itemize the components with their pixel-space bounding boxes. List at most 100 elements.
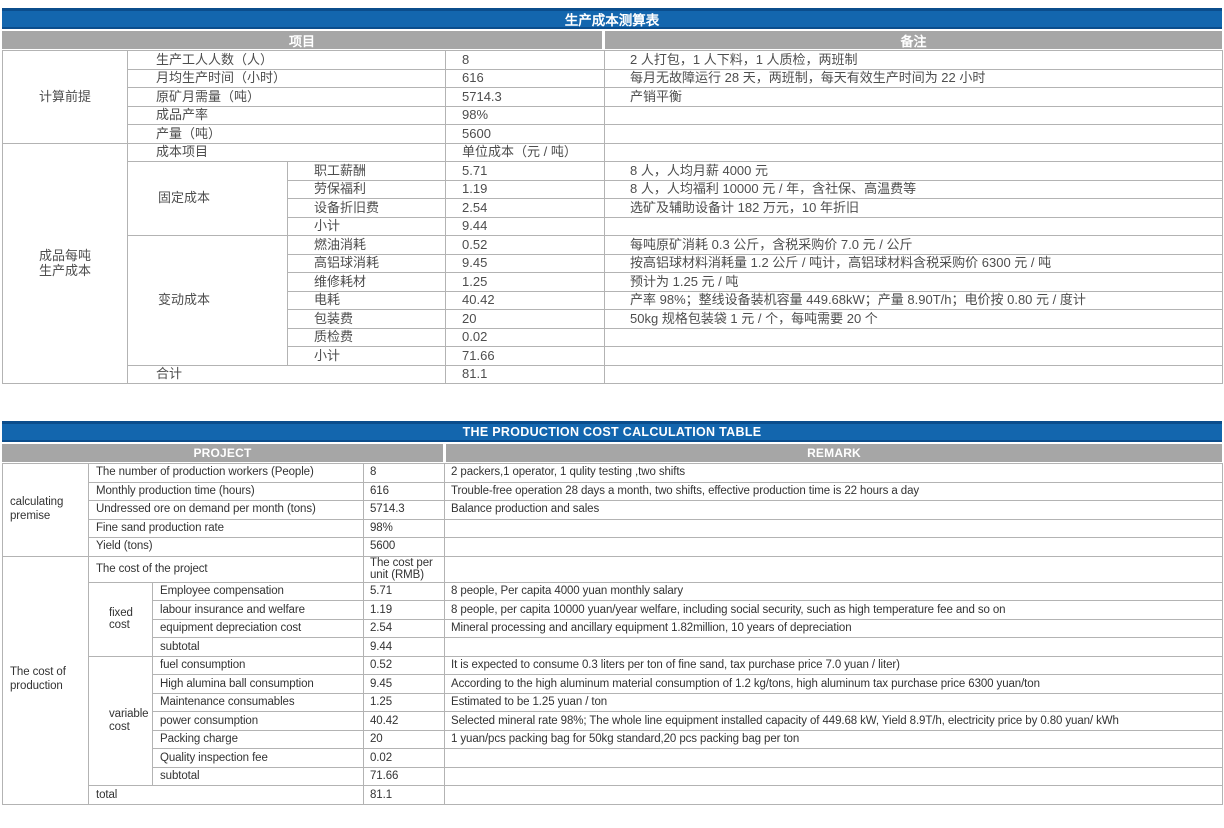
remark-cell xyxy=(604,364,1224,384)
value-cell: 5.71 xyxy=(363,581,446,602)
value-cell: 5.71 xyxy=(445,161,606,181)
item-cell: Monthly production time (hours) xyxy=(87,481,365,501)
value-cell: 1.25 xyxy=(445,272,606,292)
table-row: High alumina ball consumption 9.45 Accor… xyxy=(3,674,1224,694)
value-cell: 20 xyxy=(445,309,606,329)
item-cell: 燃油消耗 xyxy=(286,235,447,255)
table-row: 质检费 0.02 xyxy=(3,327,1224,347)
table-row: subtotal 9.44 xyxy=(3,637,1224,657)
remark-cell: 2 人打包，1 人下料，1 人质检，两班制 xyxy=(604,50,1224,70)
remark-cell xyxy=(444,785,1224,805)
table-row: 设备折旧费 2.54 选矿及辅助设备计 182 万元，10 年折旧 xyxy=(3,198,1224,218)
table-row: calculating premise The number of produc… xyxy=(2,463,1224,557)
item-cell: power consumption xyxy=(151,711,365,731)
value-cell: 1.25 xyxy=(363,692,446,713)
remark-cell xyxy=(604,346,1224,366)
remark-cell: 每吨原矿消耗 0.3 公斤，含税采购价 7.0 元 / 公斤 xyxy=(604,235,1224,255)
remark-cell xyxy=(604,124,1224,144)
item-cell: 包装费 xyxy=(286,309,447,329)
item-cell: subtotal xyxy=(151,637,365,657)
value-cell: The cost per unit (RMB) xyxy=(363,555,446,583)
item-cell: 小计 xyxy=(286,216,447,236)
table-row: Undressed ore on demand per month (tons)… xyxy=(3,500,1224,520)
value-cell: 2.54 xyxy=(445,198,606,218)
item-cell: 产量（吨） xyxy=(126,124,447,144)
table-row: 成品产率 98% xyxy=(3,105,1224,125)
item-cell: 质检费 xyxy=(286,327,447,347)
remark-cell: 选矿及辅助设备计 182 万元，10 年折旧 xyxy=(604,198,1224,218)
table-row: Fine sand production rate 98% xyxy=(3,518,1224,538)
cn-table-body: 计算前提 生产工人人数（人） 8 2 人打包，1 人下料，1 人质检，两班制 月… xyxy=(2,50,1224,384)
table-row: 计算前提 生产工人人数（人） 8 2 人打包，1 人下料，1 人质检，两班制 xyxy=(2,50,1224,144)
table-row: The cost of production The cost of the p… xyxy=(2,555,1224,805)
remark-cell: 2 packers,1 operator, 1 qulity testing ,… xyxy=(444,463,1224,483)
value-cell: 0.52 xyxy=(363,655,446,676)
en-variable-cost-group-cell: variable cost xyxy=(88,655,153,787)
table-row: power consumption 40.42 Selected mineral… xyxy=(3,711,1224,731)
value-cell: 9.44 xyxy=(363,637,446,657)
remark-cell xyxy=(604,327,1224,347)
table-row: 维修耗材 1.25 预计为 1.25 元 / 吨 xyxy=(3,272,1224,292)
remark-cell: Trouble-free operation 28 days a month, … xyxy=(444,481,1224,501)
en-table-title: THE PRODUCTION COST CALCULATION TABLE xyxy=(2,421,1222,442)
cn-total-value-cell: 81.1 xyxy=(445,364,606,384)
value-cell: 5714.3 xyxy=(363,500,446,520)
item-cell: 职工薪酬 xyxy=(286,161,447,181)
table-row: total 81.1 xyxy=(3,785,1224,805)
item-cell: 电耗 xyxy=(286,290,447,310)
en-project-column-header: PROJECT xyxy=(2,444,443,462)
value-cell: 0.52 xyxy=(445,235,606,255)
remark-cell: According to the high aluminum material … xyxy=(444,674,1224,694)
remark-cell xyxy=(444,748,1224,768)
value-cell: 2.54 xyxy=(363,618,446,639)
remark-cell: 8 people, per capita 10000 yuan/year wel… xyxy=(444,600,1224,620)
cn-table-title: 生产成本测算表 xyxy=(2,8,1222,29)
item-cell: 小计 xyxy=(286,346,447,366)
item-cell: The cost of the project xyxy=(87,555,365,583)
english-cost-table: THE PRODUCTION COST CALCULATION TABLE PR… xyxy=(2,421,1224,805)
table-row: 月均生产时间（小时） 616 每月无故障运行 28 天，两班制，每天有效生产时间… xyxy=(3,68,1224,88)
value-cell: 71.66 xyxy=(363,766,446,787)
remark-cell: Selected mineral rate 98%; The whole lin… xyxy=(444,711,1224,731)
value-cell: 8 xyxy=(445,50,606,70)
item-cell: Fine sand production rate xyxy=(87,518,365,538)
chinese-cost-table: 生产成本测算表 项目 备注 计算前提 生产工人人数（人） 8 2 人打包，1 人… xyxy=(2,8,1224,384)
en-fixed-cost-group-cell: fixed cost xyxy=(88,581,153,657)
value-cell: 5714.3 xyxy=(445,87,606,107)
table-row: Quality inspection fee 0.02 xyxy=(3,748,1224,768)
remark-cell: It is expected to consume 0.3 liters per… xyxy=(444,655,1224,676)
value-cell: 616 xyxy=(363,481,446,501)
item-cell: High alumina ball consumption xyxy=(151,674,365,694)
cn-total-label-cell: 合计 xyxy=(126,364,447,384)
item-cell: fuel consumption xyxy=(151,655,365,676)
item-cell: Packing charge xyxy=(151,729,365,750)
table-row: equipment depreciation cost 2.54 Mineral… xyxy=(3,618,1224,639)
table-row: fixed cost Employee compensation 5.71 8 … xyxy=(3,581,1224,657)
en-column-header-row: PROJECT REMARK xyxy=(2,444,1222,462)
cn-remark-column-header: 备注 xyxy=(605,31,1222,49)
remark-cell xyxy=(444,518,1224,538)
item-cell: Quality inspection fee xyxy=(151,748,365,768)
remark-cell: 50kg 规格包装袋 1 元 / 个，每吨需要 20 个 xyxy=(604,309,1224,329)
item-cell: 维修耗材 xyxy=(286,272,447,292)
item-cell: 高铝球消耗 xyxy=(286,253,447,273)
value-cell: 1.19 xyxy=(363,600,446,620)
item-cell: 生产工人人数（人） xyxy=(126,50,447,70)
value-cell: 40.42 xyxy=(363,711,446,731)
table-row: 固定成本 职工薪酬 5.71 8 人，人均月薪 4000 元 xyxy=(3,161,1224,236)
value-cell: 98% xyxy=(363,518,446,538)
cn-column-header-row: 项目 备注 xyxy=(2,31,1222,49)
item-cell: Maintenance consumables xyxy=(151,692,365,713)
table-row: Maintenance consumables 1.25 Estimated t… xyxy=(3,692,1224,713)
item-cell: labour insurance and welfare xyxy=(151,600,365,620)
table-row: labour insurance and welfare 1.19 8 peop… xyxy=(3,600,1224,620)
item-cell: 成品产率 xyxy=(126,105,447,125)
table-row: subtotal 71.66 xyxy=(3,766,1224,787)
item-cell: Undressed ore on demand per month (tons) xyxy=(87,500,365,520)
remark-cell xyxy=(444,555,1224,583)
table-row: Monthly production time (hours) 616 Trou… xyxy=(3,481,1224,501)
remark-cell: Estimated to be 1.25 yuan / ton xyxy=(444,692,1224,713)
table-row: variable cost fuel consumption 0.52 It i… xyxy=(3,655,1224,787)
item-cell: 设备折旧费 xyxy=(286,198,447,218)
en-table-body: calculating premise The number of produc… xyxy=(2,463,1224,805)
